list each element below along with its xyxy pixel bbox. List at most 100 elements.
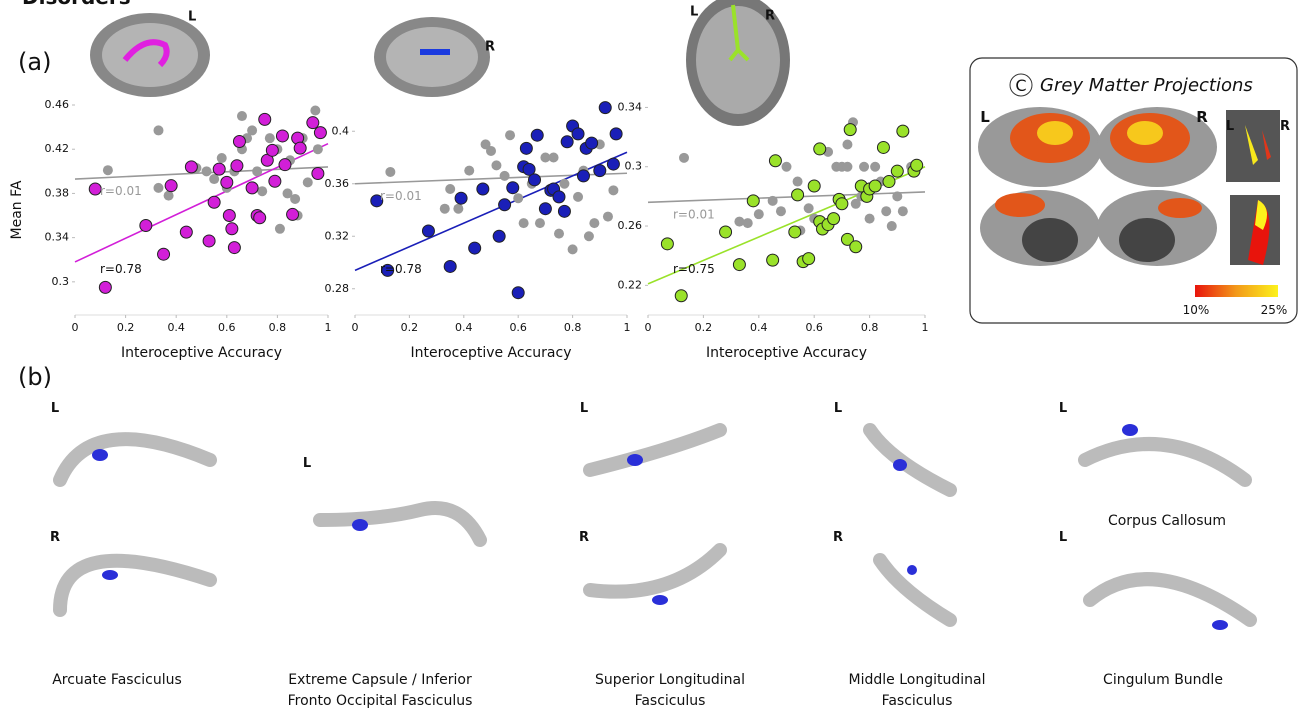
- y-tick-label: 0.4: [332, 124, 350, 137]
- side-label: L: [834, 401, 842, 416]
- annotation: r=0.01: [380, 189, 422, 203]
- point: [202, 234, 216, 248]
- point: [506, 181, 520, 195]
- y-tick-label: 0.42: [45, 142, 70, 155]
- point: [207, 195, 221, 209]
- point: [222, 209, 236, 223]
- y-tick-label: 0.3: [52, 275, 70, 288]
- point: [859, 161, 870, 172]
- annotation: r=0.75: [673, 262, 715, 276]
- point: [767, 195, 778, 206]
- point: [439, 203, 450, 214]
- hemisphere-label: L: [980, 108, 990, 126]
- point: [312, 144, 323, 155]
- point: [593, 164, 607, 178]
- point: [498, 198, 512, 212]
- side-label: L: [303, 456, 311, 471]
- point: [464, 165, 475, 176]
- point: [370, 194, 384, 208]
- x-tick-label: 0.2: [695, 321, 713, 334]
- point: [890, 164, 904, 178]
- point: [278, 158, 292, 172]
- annotation: r=0.78: [380, 262, 422, 276]
- point: [538, 202, 552, 216]
- point: [306, 116, 320, 130]
- hemisphere-label: R: [1280, 119, 1290, 134]
- point: [881, 206, 892, 217]
- point: [850, 198, 861, 209]
- point: [775, 206, 786, 217]
- point: [247, 125, 258, 136]
- point: [293, 141, 307, 155]
- grey-matter-panel: [969, 57, 1298, 324]
- point: [802, 252, 816, 266]
- point: [534, 218, 545, 229]
- point: [232, 134, 246, 148]
- x-axis-label: Interoceptive Accuracy: [121, 345, 282, 361]
- point: [264, 133, 275, 144]
- point: [803, 203, 814, 214]
- point: [557, 204, 571, 218]
- point: [245, 181, 259, 195]
- panel-label: (a): [18, 48, 51, 76]
- point: [560, 135, 574, 149]
- point: [573, 191, 584, 202]
- point: [571, 127, 585, 141]
- point: [897, 206, 908, 217]
- tract-name: Middle Longitudinal: [849, 672, 986, 688]
- point: [98, 280, 112, 294]
- point: [746, 194, 760, 208]
- point: [282, 188, 293, 199]
- point: [258, 112, 272, 126]
- point: [236, 111, 247, 122]
- point: [163, 190, 174, 201]
- point: [870, 161, 881, 172]
- point: [310, 105, 321, 116]
- point: [788, 225, 802, 239]
- point: [598, 101, 612, 115]
- point: [849, 240, 863, 254]
- point: [842, 161, 853, 172]
- point: [286, 207, 300, 221]
- point: [153, 125, 164, 136]
- point: [679, 152, 690, 163]
- x-tick-label: 1: [922, 321, 929, 334]
- point: [290, 193, 301, 204]
- point: [302, 177, 313, 188]
- y-tick-label: 0.34: [45, 231, 70, 244]
- point: [153, 182, 164, 193]
- point: [518, 218, 529, 229]
- hemisphere-label: L: [1226, 119, 1234, 134]
- y-axis-label: Mean FA: [9, 180, 25, 239]
- point: [660, 237, 674, 251]
- point: [225, 222, 239, 236]
- point: [868, 179, 882, 193]
- x-tick-label: 0.6: [218, 321, 236, 334]
- point: [910, 158, 924, 172]
- y-tick-label: 0.26: [618, 219, 643, 232]
- side-label: L: [580, 401, 588, 416]
- point: [552, 190, 566, 204]
- point: [876, 140, 890, 154]
- point: [719, 225, 733, 239]
- point: [513, 193, 524, 204]
- point: [443, 259, 457, 273]
- point: [491, 160, 502, 171]
- x-tick-label: 0.4: [455, 321, 473, 334]
- point: [252, 166, 263, 177]
- x-tick-label: 1: [325, 321, 332, 334]
- point: [102, 165, 113, 176]
- point: [201, 166, 212, 177]
- point: [576, 169, 590, 183]
- tract-name: Fasciculus: [635, 693, 706, 709]
- point: [164, 179, 178, 193]
- point: [230, 159, 244, 173]
- y-tick-label: 0.32: [325, 229, 350, 242]
- tract-images: [53, 423, 1257, 630]
- point: [732, 258, 746, 272]
- hemisphere-label: R: [485, 40, 495, 55]
- point: [585, 136, 599, 150]
- x-tick-label: 0.6: [805, 321, 823, 334]
- tract-name: Fronto Occipital Fasciculus: [288, 693, 473, 709]
